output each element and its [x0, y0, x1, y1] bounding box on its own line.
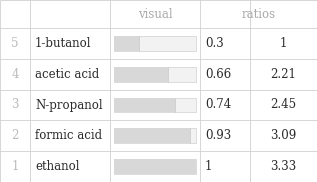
Bar — [114, 159, 196, 174]
Text: 4: 4 — [11, 68, 19, 81]
Text: 0.66: 0.66 — [205, 68, 231, 81]
Text: 3.09: 3.09 — [270, 129, 297, 142]
Bar — [114, 159, 196, 174]
Text: 2: 2 — [11, 129, 19, 142]
Text: 3: 3 — [11, 98, 19, 112]
Text: ratios: ratios — [242, 7, 275, 21]
Text: 2.45: 2.45 — [270, 98, 297, 112]
Text: 2.21: 2.21 — [271, 68, 296, 81]
Text: 1: 1 — [11, 160, 19, 173]
Text: 0.93: 0.93 — [205, 129, 231, 142]
Text: 1-butanol: 1-butanol — [35, 37, 92, 50]
Text: ethanol: ethanol — [35, 160, 80, 173]
Text: 3.33: 3.33 — [270, 160, 297, 173]
Text: 0.74: 0.74 — [205, 98, 231, 112]
Bar — [114, 67, 196, 82]
Text: 1: 1 — [280, 37, 287, 50]
Text: 1: 1 — [205, 160, 212, 173]
Bar — [114, 98, 175, 112]
Bar — [114, 98, 196, 112]
Bar — [114, 128, 196, 143]
Text: visual: visual — [138, 7, 172, 21]
Bar — [114, 128, 190, 143]
Text: acetic acid: acetic acid — [35, 68, 99, 81]
Text: formic acid: formic acid — [35, 129, 102, 142]
Bar — [114, 36, 196, 51]
Text: 5: 5 — [11, 37, 19, 50]
Bar — [114, 67, 168, 82]
Text: N-propanol: N-propanol — [35, 98, 103, 112]
Text: 0.3: 0.3 — [205, 37, 224, 50]
Bar — [114, 36, 139, 51]
